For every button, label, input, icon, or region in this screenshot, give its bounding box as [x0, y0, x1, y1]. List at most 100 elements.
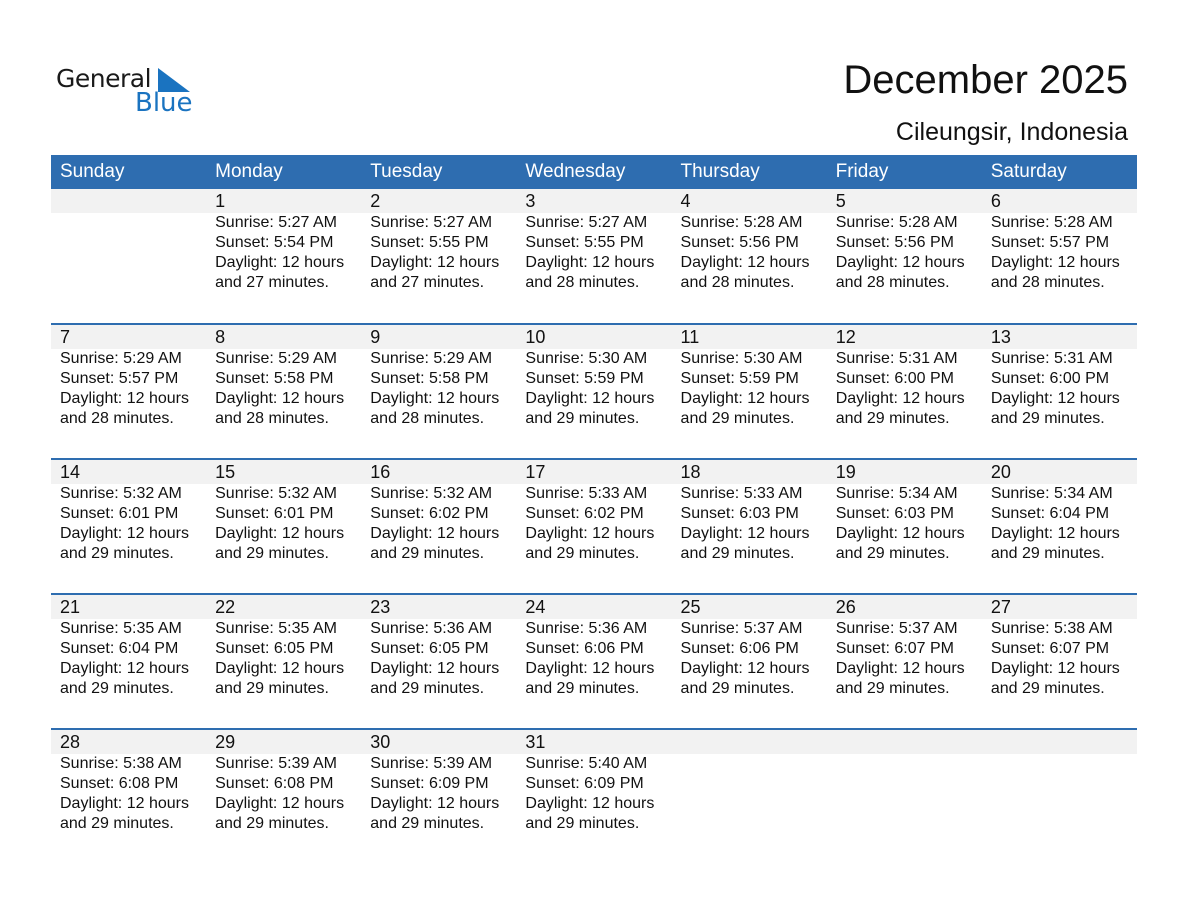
sunset-text: Sunset: 6:05 PM	[370, 640, 489, 657]
daylight-minutes-text: and 29 minutes.	[215, 680, 329, 697]
day-cell: 19 Sunrise: 5:34 AM Sunset: 6:03 PM Dayligh…	[827, 460, 982, 595]
day-cell: 18 Sunrise: 5:33 AM Sunset: 6:03 PM Dayligh…	[672, 460, 827, 595]
sunrise-text: Sunrise: 5:38 AM	[60, 755, 182, 772]
daylight-text: Daylight: 12 hours	[525, 390, 655, 407]
day-cell: 15 Sunrise: 5:32 AM Sunset: 6:01 PM Dayligh…	[206, 460, 361, 595]
day-cell: 25 Sunrise: 5:37 AM Sunset: 6:06 PM Dayligh…	[672, 595, 827, 730]
daylight-text: Daylight: 12 hours	[215, 660, 345, 677]
day-number: 1	[215, 191, 226, 211]
daylight-minutes-text: and 29 minutes.	[525, 815, 640, 832]
day-number: 11	[680, 327, 700, 347]
daylight-minutes-text: and 29 minutes.	[680, 410, 795, 427]
sunset-text: Sunset: 5:56 PM	[835, 234, 954, 251]
sunrise-text: Sunrise: 5:36 AM	[525, 620, 648, 637]
daylight-text: Daylight: 12 hours	[990, 525, 1120, 542]
day-number-band	[51, 460, 1137, 484]
daylight-minutes-text: and 29 minutes.	[990, 545, 1105, 562]
daylight-minutes-text: and 28 minutes.	[215, 410, 329, 427]
sunset-text: Sunset: 5:59 PM	[525, 370, 644, 387]
sunset-text: Sunset: 5:57 PM	[990, 234, 1110, 251]
day-cell: 21 Sunrise: 5:35 AM Sunset: 6:04 PM Dayligh…	[51, 595, 206, 730]
daylight-text: Daylight: 12 hours	[370, 254, 500, 271]
day-number: 30	[370, 732, 391, 752]
sunset-text: Sunset: 6:07 PM	[990, 640, 1110, 657]
day-cell: 27 Sunrise: 5:38 AM Sunset: 6:07 PM Dayligh…	[982, 595, 1137, 730]
day-cell: 6 Sunrise: 5:28 AM Sunset: 5:57 PM Daylight…	[982, 189, 1137, 324]
sunset-text: Sunset: 6:08 PM	[215, 775, 334, 792]
day-number: 6	[990, 191, 1001, 211]
sunrise-text: Sunrise: 5:35 AM	[60, 620, 182, 637]
day-number: 13	[990, 327, 1011, 347]
weekday-wednesday: Wednesday	[525, 161, 626, 182]
day-cell: 5 Sunrise: 5:28 AM Sunset: 5:56 PM Daylight…	[827, 189, 982, 324]
day-cell: 8 Sunrise: 5:29 AM Sunset: 5:58 PM Daylight…	[206, 325, 361, 460]
day-number: 19	[835, 462, 856, 482]
daylight-minutes-text: and 29 minutes.	[990, 680, 1105, 697]
sunset-text: Sunset: 5:58 PM	[370, 370, 489, 387]
daylight-minutes-text: and 28 minutes.	[525, 274, 640, 291]
sunrise-text: Sunrise: 5:33 AM	[525, 485, 648, 502]
sunrise-text: Sunrise: 5:28 AM	[680, 214, 803, 231]
weekday-sunday: Sunday	[60, 161, 125, 182]
sunset-text: Sunset: 5:58 PM	[215, 370, 334, 387]
daylight-text: Daylight: 12 hours	[835, 254, 965, 271]
day-number: 3	[525, 191, 536, 211]
day-number: 26	[835, 597, 856, 617]
day-number: 25	[680, 597, 701, 617]
daylight-text: Daylight: 12 hours	[680, 254, 810, 271]
logo: General Blue	[56, 64, 196, 120]
daylight-text: Daylight: 12 hours	[370, 660, 500, 677]
daylight-text: Daylight: 12 hours	[60, 390, 189, 407]
daylight-text: Daylight: 12 hours	[990, 660, 1120, 677]
daylight-text: Daylight: 12 hours	[370, 390, 500, 407]
day-number: 27	[990, 597, 1011, 617]
day-number-band	[51, 189, 1137, 213]
daylight-text: Daylight: 12 hours	[525, 254, 655, 271]
day-cell: 7 Sunrise: 5:29 AM Sunset: 5:57 PM Daylight…	[51, 325, 206, 460]
daylight-minutes-text: and 29 minutes.	[835, 680, 950, 697]
daylight-minutes-text: and 29 minutes.	[60, 680, 174, 697]
logo-text-blue: Blue	[135, 88, 193, 118]
sunset-text: Sunset: 6:02 PM	[525, 505, 644, 522]
sunset-text: Sunset: 5:56 PM	[680, 234, 799, 251]
day-number: 24	[525, 597, 546, 617]
daylight-minutes-text: and 28 minutes.	[680, 274, 795, 291]
sunset-text: Sunset: 6:04 PM	[990, 505, 1110, 522]
daylight-minutes-text: and 29 minutes.	[370, 680, 485, 697]
day-number: 4	[680, 191, 691, 211]
daylight-text: Daylight: 12 hours	[835, 390, 965, 407]
sunrise-text: Sunrise: 5:30 AM	[680, 350, 803, 367]
daylight-text: Daylight: 12 hours	[835, 525, 965, 542]
sunset-text: Sunset: 6:09 PM	[370, 775, 489, 792]
day-cell: 20 Sunrise: 5:34 AM Sunset: 6:04 PM Dayligh…	[982, 460, 1137, 595]
daylight-minutes-text: and 29 minutes.	[215, 815, 329, 832]
sunrise-text: Sunrise: 5:28 AM	[990, 214, 1113, 231]
daylight-minutes-text: and 29 minutes.	[525, 410, 640, 427]
daylight-minutes-text: and 27 minutes.	[215, 274, 329, 291]
day-number-band	[51, 325, 1137, 349]
sunset-text: Sunset: 6:03 PM	[680, 505, 799, 522]
weekday-friday: Friday	[835, 161, 889, 182]
week-row: 14 Sunrise: 5:32 AM Sunset: 6:01 PM Dayligh…	[51, 458, 1137, 593]
daylight-minutes-text: and 28 minutes.	[835, 274, 950, 291]
day-number: 20	[990, 462, 1011, 482]
daylight-minutes-text: and 29 minutes.	[370, 815, 485, 832]
daylight-minutes-text: and 29 minutes.	[370, 545, 485, 562]
weekday-saturday: Saturday	[990, 161, 1067, 182]
daylight-minutes-text: and 29 minutes.	[60, 545, 174, 562]
day-number-band	[51, 595, 1137, 619]
day-number: 23	[370, 597, 391, 617]
daylight-text: Daylight: 12 hours	[680, 660, 810, 677]
day-cell: 28 Sunrise: 5:38 AM Sunset: 6:08 PM Dayligh…	[51, 730, 206, 865]
sunset-text: Sunset: 5:59 PM	[680, 370, 799, 387]
sunrise-text: Sunrise: 5:30 AM	[525, 350, 648, 367]
week-row: 28 Sunrise: 5:38 AM Sunset: 6:08 PM Dayligh…	[51, 728, 1137, 863]
daylight-minutes-text: and 28 minutes.	[370, 410, 485, 427]
sunrise-text: Sunrise: 5:40 AM	[525, 755, 648, 772]
sunrise-text: Sunrise: 5:28 AM	[835, 214, 958, 231]
daylight-minutes-text: and 29 minutes.	[60, 815, 174, 832]
daylight-minutes-text: and 29 minutes.	[990, 410, 1105, 427]
day-number: 29	[215, 732, 236, 752]
sunset-text: Sunset: 6:03 PM	[835, 505, 954, 522]
sunset-text: Sunset: 5:57 PM	[60, 370, 179, 387]
